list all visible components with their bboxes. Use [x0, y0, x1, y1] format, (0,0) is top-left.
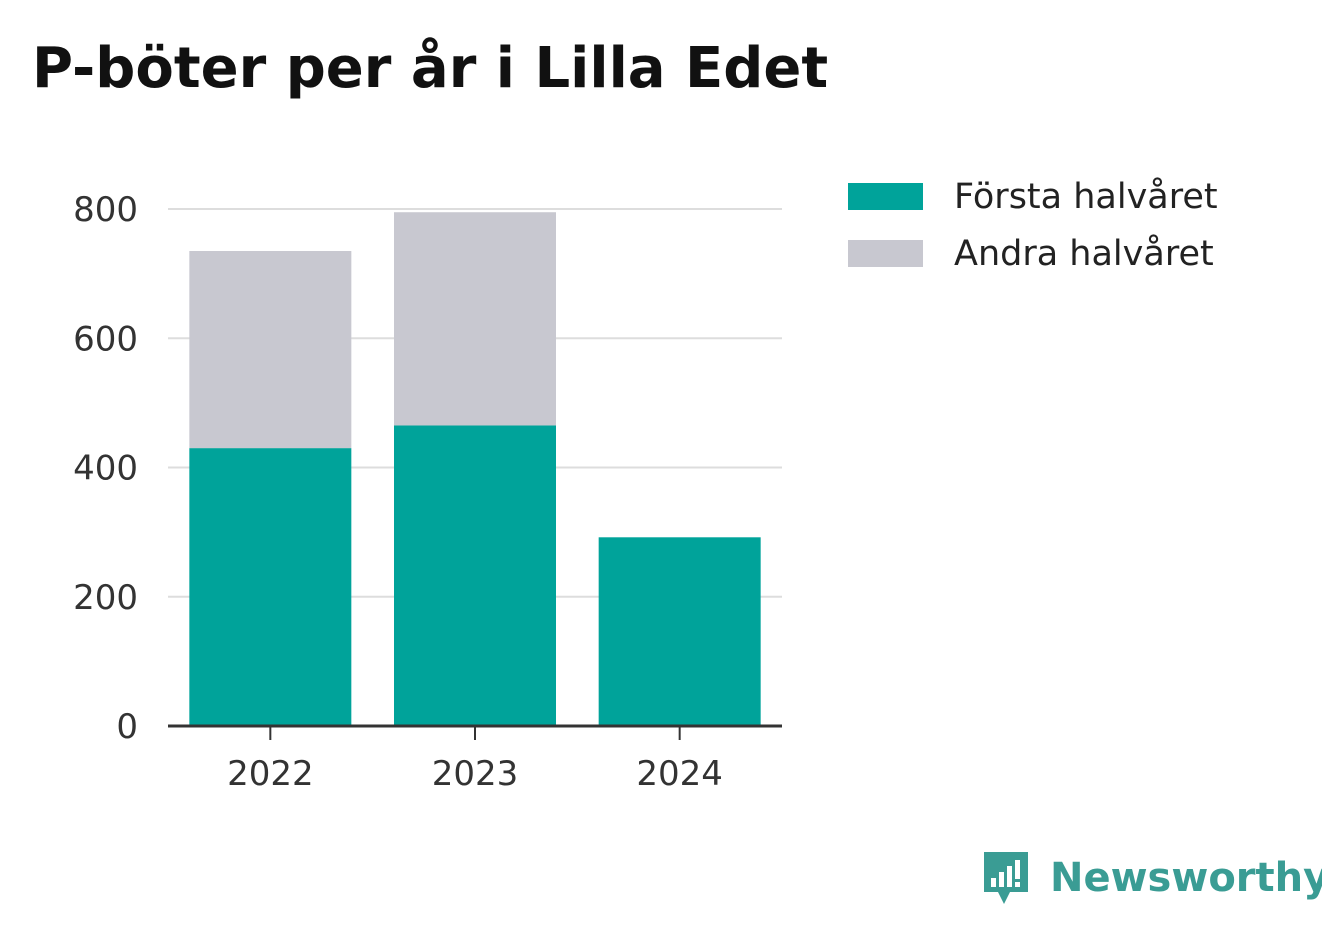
x-axis-ticks: 2022 2023 2024	[227, 726, 723, 794]
legend-item-first-half: Första halvåret	[848, 168, 1218, 225]
y-tick-label: 400	[73, 449, 138, 489]
chart-title: P-böter per år i Lilla Edet	[32, 36, 829, 101]
y-tick-label: 600	[73, 319, 138, 359]
bar-second-half-2023	[394, 212, 556, 426]
bar-first-half-2023	[394, 425, 556, 726]
legend-item-second-half: Andra halvåret	[848, 225, 1218, 282]
x-tick-label: 2022	[227, 754, 314, 794]
y-tick-label: 800	[73, 190, 138, 230]
legend-label: Första halvåret	[954, 176, 1218, 217]
legend-swatch-first-half	[848, 183, 923, 210]
brand-name: Newsworthy	[1050, 855, 1322, 901]
bars	[189, 212, 761, 726]
legend-swatch-second-half	[848, 240, 923, 267]
y-tick-label: 0	[116, 707, 138, 747]
bar-second-half-2022	[189, 251, 352, 449]
bar-first-half-2024	[598, 537, 761, 726]
brand-logo: Newsworthy	[980, 848, 1322, 908]
legend: Första halvåret Andra halvåret	[848, 168, 1218, 282]
y-tick-label: 200	[73, 578, 138, 618]
bar-first-half-2022	[189, 448, 352, 726]
legend-label: Andra halvåret	[954, 233, 1214, 274]
x-tick-label: 2023	[432, 754, 519, 794]
newsworthy-logo-icon	[984, 852, 1028, 904]
y-axis-ticks: 0 200 400 600 800	[73, 190, 138, 747]
x-tick-label: 2024	[636, 754, 723, 794]
